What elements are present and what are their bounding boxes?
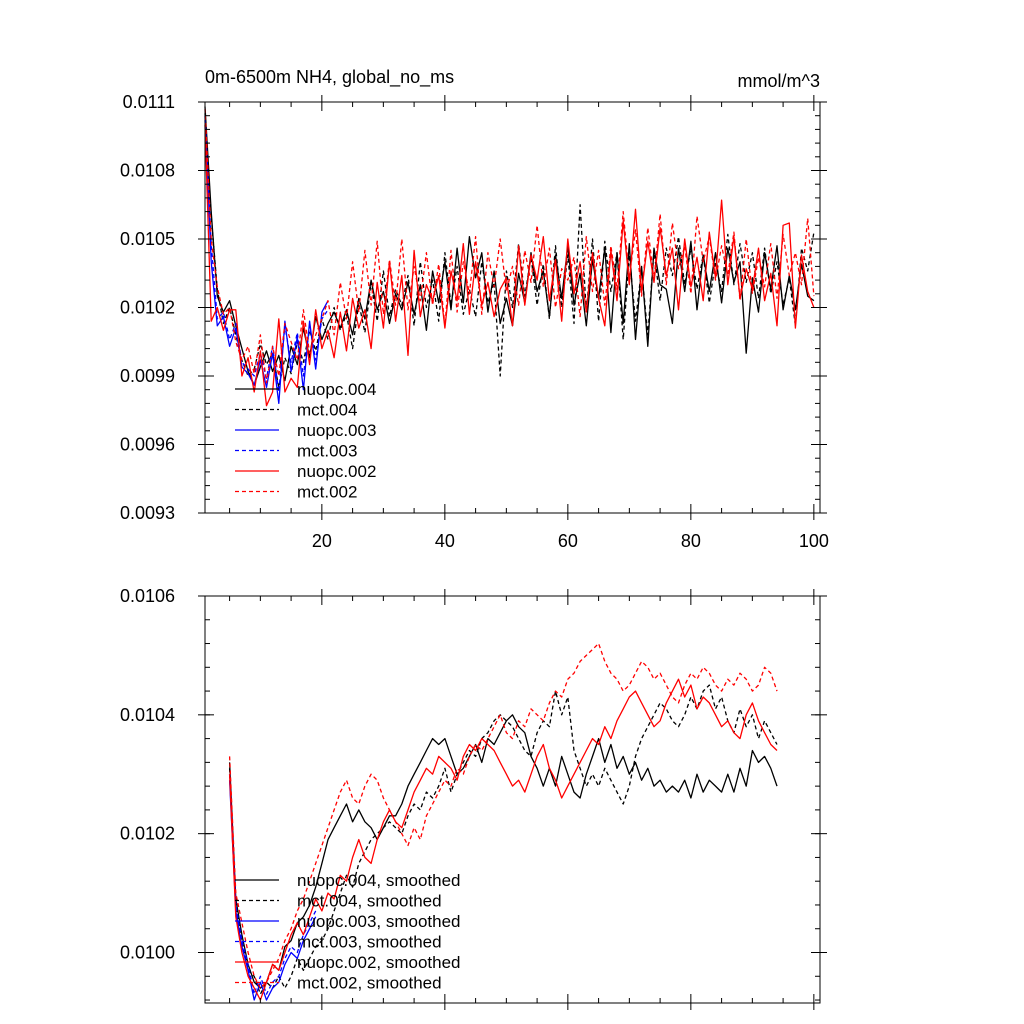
y-tick-label: 0.0096 bbox=[120, 435, 175, 455]
series-line-mct-004-smoothed bbox=[228, 684, 778, 995]
legend-label: mct.002 bbox=[297, 483, 357, 502]
y-tick-label: 0.0100 bbox=[120, 942, 175, 962]
legend-label: mct.002, smoothed bbox=[297, 974, 442, 993]
series-line-nuopc-002 bbox=[204, 124, 815, 407]
legend-label: nuopc.004 bbox=[297, 380, 376, 399]
y-tick-label: 0.0104 bbox=[120, 705, 175, 725]
series-line-nuopc-004-smoothed bbox=[228, 714, 778, 989]
y-tick-label: 0.0093 bbox=[120, 503, 175, 523]
plot-frame bbox=[204, 101, 821, 514]
x-tick-label: 20 bbox=[312, 531, 332, 551]
y-tick-label: 0.0102 bbox=[120, 824, 175, 844]
x-tick-label: 40 bbox=[435, 531, 455, 551]
y-tick-label: 0.0108 bbox=[120, 161, 175, 181]
x-tick-label: 100 bbox=[799, 531, 829, 551]
chart-title: 0m-6500m NH4, global_no_ms bbox=[205, 67, 454, 88]
y-tick-label: 0.0102 bbox=[120, 298, 175, 318]
series-line-nuopc-003 bbox=[204, 115, 329, 405]
legend-label: mct.003, smoothed bbox=[297, 933, 442, 952]
plot-frame bbox=[204, 595, 821, 1004]
x-tick-label: 60 bbox=[558, 531, 578, 551]
legend-label: mct.003 bbox=[297, 442, 357, 461]
y-tick-label: 0.0106 bbox=[120, 586, 175, 606]
y-tick-label: 0.0111 bbox=[123, 92, 175, 112]
legend-label: nuopc.004, smoothed bbox=[297, 871, 461, 890]
legend-label: nuopc.002, smoothed bbox=[297, 953, 461, 972]
y-tick-label: 0.0099 bbox=[120, 366, 175, 386]
series-line-mct-002-smoothed bbox=[228, 642, 778, 989]
units-label: mmol/m^3 bbox=[738, 71, 820, 91]
legend-label: nuopc.003, smoothed bbox=[297, 912, 461, 931]
panel-top: 0m-6500m NH4, global_no_ms mmol/m^3 20 40… bbox=[120, 67, 829, 551]
x-tick-label: 80 bbox=[681, 531, 701, 551]
y-tick-label: 0.0105 bbox=[120, 229, 175, 249]
series-line-nuopc-003-smoothed bbox=[228, 780, 317, 1001]
series-line-nuopc-002-smoothed bbox=[228, 678, 778, 1001]
legend-label: nuopc.002 bbox=[297, 462, 376, 481]
panel-bottom: 0.0100 0.0102 0.0104 0.0106 nuopc.004, smoo… bbox=[120, 586, 827, 1010]
legend-label: mct.004, smoothed bbox=[297, 892, 442, 911]
legend-label: mct.004 bbox=[297, 401, 357, 420]
series-line-mct-002 bbox=[204, 108, 815, 384]
legend-label: nuopc.003 bbox=[297, 421, 376, 440]
